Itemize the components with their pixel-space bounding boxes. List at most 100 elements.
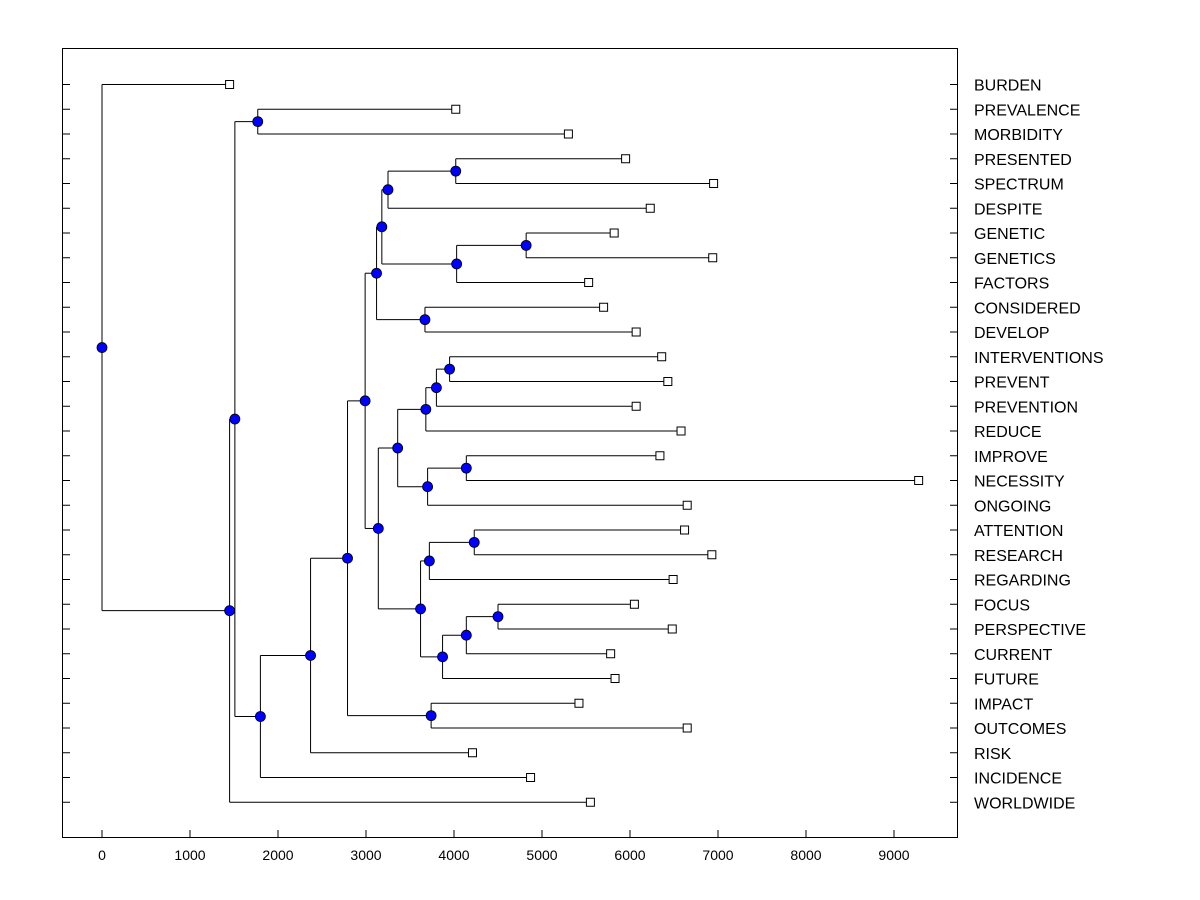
plot-frame bbox=[62, 48, 958, 838]
leaf-marker bbox=[707, 550, 717, 560]
x-tick-label: 8000 bbox=[790, 847, 821, 863]
leaf-label: DEVELOP bbox=[974, 325, 1050, 342]
leaf-marker bbox=[629, 599, 639, 609]
leaf-marker bbox=[610, 674, 620, 683]
merge-node bbox=[305, 650, 316, 661]
merge-node bbox=[437, 651, 448, 663]
merge-node bbox=[460, 629, 472, 641]
leaf-marker bbox=[467, 748, 477, 758]
merge-node bbox=[96, 342, 108, 353]
merge-node bbox=[359, 395, 371, 407]
x-tick-label: 7000 bbox=[702, 847, 733, 863]
merge-node bbox=[492, 611, 504, 623]
merge-node bbox=[229, 413, 241, 425]
leaf-label: CURRENT bbox=[974, 647, 1052, 664]
leaf-label: ONGOING bbox=[974, 498, 1051, 515]
merge-node bbox=[420, 403, 432, 415]
x-tick-label: 0 bbox=[98, 847, 106, 863]
leaf-marker bbox=[606, 649, 616, 659]
leaf-label: GENETICS bbox=[974, 251, 1056, 268]
leaf-marker bbox=[682, 723, 692, 733]
leaf-label: PRESENTED bbox=[974, 152, 1072, 169]
leaf-marker bbox=[574, 698, 584, 708]
leaf-marker bbox=[599, 302, 609, 312]
merge-node bbox=[376, 221, 388, 233]
leaf-label: FACTORS bbox=[974, 276, 1049, 293]
leaf-labels: BURDEN PREVALENCE MORBIDITY PRESENTED SPECTR… bbox=[974, 78, 1104, 813]
dendrogram-edges bbox=[101, 84, 919, 803]
merge-node bbox=[254, 711, 266, 722]
merge-node bbox=[224, 605, 236, 617]
merge-node bbox=[382, 184, 394, 196]
merge-node bbox=[425, 710, 437, 722]
leaf-label: RISK bbox=[974, 746, 1012, 763]
leaf-label: PREVENTION bbox=[974, 399, 1078, 416]
leaf-label: INCIDENCE bbox=[974, 771, 1062, 788]
leaf-marker bbox=[676, 426, 686, 436]
leaf-marker bbox=[663, 377, 673, 386]
leaf-marker bbox=[667, 624, 677, 634]
merge-node bbox=[460, 462, 472, 474]
leaf-label: REDUCE bbox=[974, 424, 1042, 441]
leaf-marker bbox=[609, 228, 619, 238]
leaf-marker bbox=[655, 451, 665, 461]
leaf-markers bbox=[225, 80, 924, 807]
merge-node bbox=[450, 165, 462, 177]
leaf-label: PREVALENCE bbox=[974, 102, 1080, 119]
leaf-marker bbox=[680, 525, 690, 535]
leaf-label: CONSIDERED bbox=[974, 300, 1081, 317]
leaf-label: IMPACT bbox=[974, 696, 1033, 713]
x-tick-label: 3000 bbox=[350, 847, 381, 863]
merge-node bbox=[422, 481, 434, 493]
leaf-label: FUTURE bbox=[974, 672, 1039, 689]
merge-nodes bbox=[96, 116, 532, 722]
x-tick-label: 6000 bbox=[614, 847, 645, 863]
merge-node bbox=[415, 603, 426, 615]
x-tick-label: 2000 bbox=[262, 847, 293, 863]
leaf-label: DESPITE bbox=[974, 201, 1042, 218]
leaf-label: RESEARCH bbox=[974, 548, 1063, 565]
x-tick-label: 5000 bbox=[526, 847, 557, 863]
leaf-marker bbox=[657, 352, 667, 362]
merge-node bbox=[252, 116, 264, 128]
leaf-marker bbox=[585, 797, 595, 807]
merge-node bbox=[468, 536, 480, 548]
leaf-marker bbox=[451, 104, 461, 114]
merge-node bbox=[520, 239, 532, 251]
x-tick-label: 9000 bbox=[878, 847, 909, 863]
leaf-label: SPECTRUM bbox=[974, 177, 1064, 194]
merge-node bbox=[444, 363, 456, 375]
merge-node bbox=[451, 258, 463, 270]
y-axis-ticks bbox=[62, 84, 958, 803]
leaf-label: WORLDWIDE bbox=[974, 795, 1075, 812]
merge-node bbox=[423, 555, 435, 567]
leaf-label: NECESSITY bbox=[974, 474, 1065, 491]
leaf-marker bbox=[682, 500, 692, 510]
leaf-label: PREVENT bbox=[974, 375, 1050, 392]
leaf-label: REGARDING bbox=[974, 573, 1071, 590]
leaf-label: GENETIC bbox=[974, 226, 1045, 243]
merge-node bbox=[430, 382, 442, 394]
merge-node bbox=[371, 267, 382, 279]
leaf-marker bbox=[584, 278, 594, 287]
leaf-marker bbox=[708, 253, 718, 263]
leaf-label: FOCUS bbox=[974, 597, 1030, 614]
x-axis-ticks: 0 1000 2000 3000 4000 5000 6000 7000 8000 9000 bbox=[98, 830, 910, 863]
leaf-label: ATTENTION bbox=[974, 523, 1063, 540]
leaf-label: IMPROVE bbox=[974, 449, 1048, 466]
merge-node bbox=[419, 314, 431, 326]
leaf-marker bbox=[709, 179, 719, 188]
leaf-marker bbox=[631, 401, 641, 411]
leaf-marker bbox=[563, 129, 573, 139]
x-tick-label: 1000 bbox=[174, 847, 205, 863]
leaf-marker bbox=[621, 154, 631, 164]
leaf-marker bbox=[914, 476, 924, 485]
leaf-marker bbox=[526, 773, 536, 782]
leaf-marker bbox=[631, 327, 641, 337]
merge-node bbox=[372, 523, 384, 534]
leaf-label: OUTCOMES bbox=[974, 721, 1066, 738]
leaf-marker bbox=[668, 575, 678, 584]
leaf-label: BURDEN bbox=[974, 78, 1042, 95]
leaf-label: MORBIDITY bbox=[974, 127, 1063, 144]
